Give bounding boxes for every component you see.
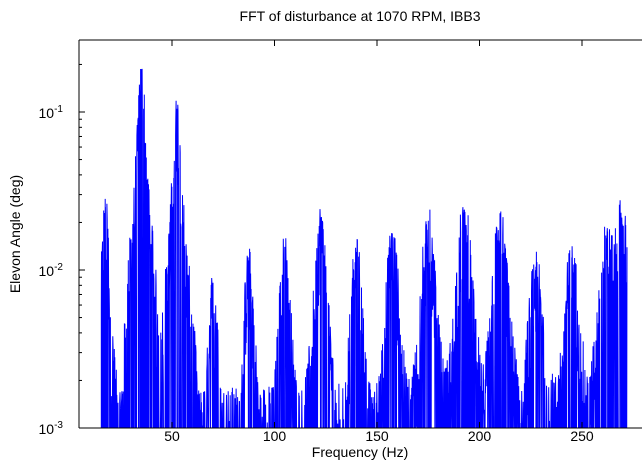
x-tick-label: 150	[365, 428, 389, 444]
axes-frame	[78, 39, 642, 429]
chart-title: FFT of disturbance at 1070 RPM, IBB3	[240, 8, 481, 24]
x-tick-label: 50	[164, 428, 180, 444]
x-ticks: 50 100 150 200 250	[164, 40, 594, 444]
x-tick-label: 100	[263, 428, 287, 444]
x-tick-label: 250	[570, 428, 594, 444]
y-axis-label: Elevon Angle (deg)	[7, 175, 23, 293]
x-axis-label: Frequency (Hz)	[312, 444, 408, 460]
series-line	[100, 68, 628, 428]
plot-area	[100, 68, 628, 428]
x-tick-label: 200	[468, 428, 492, 444]
